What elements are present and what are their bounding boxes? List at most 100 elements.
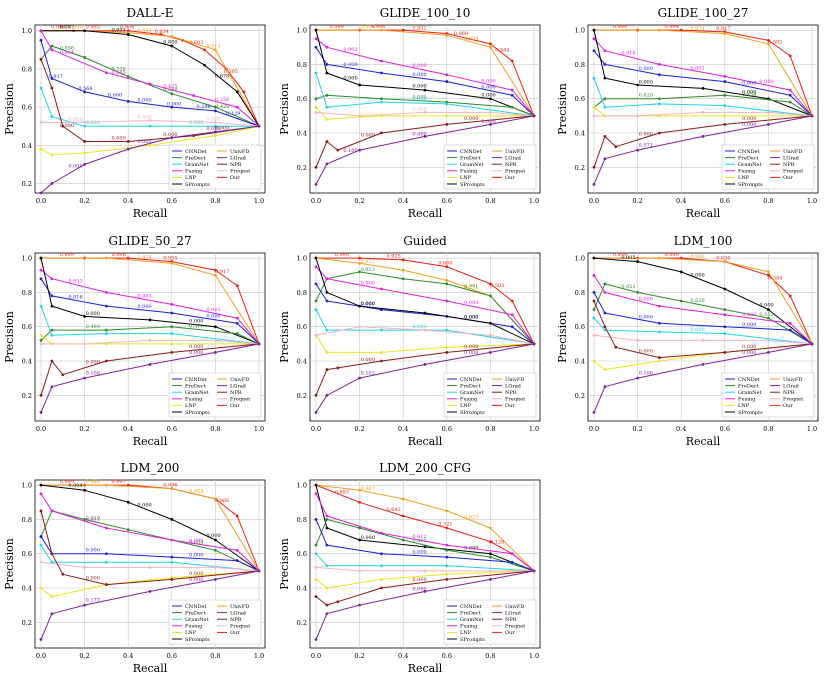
data-label: 0.993 bbox=[86, 25, 100, 31]
x-tick-label: 0.8 bbox=[210, 197, 220, 205]
data-point bbox=[603, 325, 607, 329]
data-point bbox=[325, 612, 329, 616]
data-point bbox=[658, 97, 661, 101]
series-line-fusing bbox=[593, 275, 813, 345]
data-label: 0.012 bbox=[412, 534, 426, 540]
data-label: 0.665 bbox=[111, 70, 125, 76]
data-label: 0.771 bbox=[464, 285, 478, 291]
data-label: 0.000 bbox=[639, 297, 653, 303]
data-point bbox=[105, 552, 108, 556]
y-tick-label: 0.4 bbox=[297, 358, 307, 366]
x-tick-label: 0.2 bbox=[79, 197, 89, 205]
x-tick-label: 0.8 bbox=[210, 425, 220, 433]
data-point bbox=[126, 147, 130, 151]
data-label: 0.000 bbox=[412, 84, 426, 90]
legend-label: Our bbox=[505, 630, 515, 636]
x-tick-label: 0.2 bbox=[632, 425, 642, 433]
y-tick-label: 0.2 bbox=[22, 619, 32, 627]
data-point bbox=[380, 359, 383, 363]
x-tick-label: 0.4 bbox=[676, 425, 686, 433]
data-label: 0.371 bbox=[189, 323, 203, 329]
data-point bbox=[126, 99, 130, 103]
data-point bbox=[445, 564, 449, 568]
x-tick-label: 1.0 bbox=[807, 425, 817, 433]
legend-label: CNNDet bbox=[460, 604, 482, 610]
data-label: 0.999 bbox=[68, 25, 82, 31]
data-label: 0.994 bbox=[664, 24, 678, 30]
data-point bbox=[445, 328, 449, 332]
data-point bbox=[636, 260, 639, 263]
data-point bbox=[325, 299, 329, 303]
x-tick-label: 0.2 bbox=[79, 652, 89, 660]
y-tick-label: 1.0 bbox=[575, 255, 585, 263]
data-label: 0.106 bbox=[639, 370, 653, 376]
legend-label: GramNet bbox=[460, 617, 483, 623]
data-point bbox=[61, 124, 65, 128]
data-point bbox=[380, 564, 383, 568]
chart-title: LDM_200_CFG bbox=[379, 461, 471, 475]
data-point bbox=[679, 299, 683, 303]
data-point bbox=[39, 120, 43, 124]
series-line-fredect bbox=[315, 94, 535, 117]
data-label: 0.071 bbox=[639, 142, 653, 148]
data-point bbox=[423, 88, 427, 92]
series-line-cnndet bbox=[315, 47, 535, 117]
data-point bbox=[39, 393, 43, 397]
data-point bbox=[358, 148, 361, 152]
data-point bbox=[767, 316, 770, 320]
y-tick-label: 0.2 bbox=[22, 392, 32, 400]
legend-label: FreDect bbox=[460, 383, 481, 389]
legend-label: GramNet bbox=[185, 617, 208, 623]
legend-label: Freqnet bbox=[783, 397, 803, 403]
data-label: 0.000 bbox=[361, 535, 375, 541]
data-point bbox=[83, 315, 86, 318]
data-label: 0.999 bbox=[613, 24, 627, 30]
data-point bbox=[603, 328, 607, 332]
data-point bbox=[39, 38, 43, 42]
data-point bbox=[235, 90, 239, 94]
legend-box bbox=[443, 599, 537, 645]
data-point bbox=[83, 342, 86, 346]
data-point bbox=[39, 483, 43, 487]
data-point bbox=[214, 48, 217, 52]
data-point bbox=[636, 291, 639, 294]
data-point bbox=[214, 578, 217, 581]
data-point bbox=[170, 332, 174, 335]
data-label: 0.000 bbox=[189, 552, 203, 558]
data-label: 0.856 bbox=[60, 45, 74, 51]
data-point bbox=[510, 299, 514, 303]
data-point bbox=[148, 363, 152, 366]
series-line-npr bbox=[315, 343, 535, 396]
data-point bbox=[235, 548, 239, 552]
data-label: 0.384 bbox=[768, 276, 782, 282]
legend-label: CNNDet bbox=[738, 377, 760, 383]
data-label: 0.927 bbox=[86, 518, 100, 524]
data-point bbox=[358, 376, 361, 380]
legend-box bbox=[443, 144, 537, 190]
data-point bbox=[325, 63, 329, 66]
data-point bbox=[39, 304, 43, 308]
data-point bbox=[170, 92, 174, 96]
data-label: 0.499 bbox=[86, 324, 100, 330]
x-tick-label: 0.0 bbox=[36, 425, 46, 433]
data-label: 0.588 bbox=[163, 87, 177, 93]
data-point bbox=[592, 291, 596, 294]
data-point bbox=[214, 497, 217, 501]
data-point bbox=[658, 131, 661, 135]
data-point bbox=[148, 124, 152, 128]
x-axis-label: Recall bbox=[686, 435, 721, 448]
legend-label: UnivFD bbox=[783, 149, 802, 155]
data-point bbox=[325, 393, 329, 397]
data-point bbox=[592, 114, 596, 118]
data-label: 0.986 bbox=[371, 24, 385, 30]
data-label: 0.866 bbox=[215, 498, 229, 504]
data-point bbox=[788, 294, 792, 298]
data-point bbox=[105, 526, 108, 530]
data-point bbox=[380, 100, 383, 104]
data-point bbox=[314, 282, 318, 286]
data-point bbox=[170, 518, 174, 521]
data-point bbox=[314, 308, 318, 311]
chart-panel: Guided 0.0 0.2 0.4 0.6 0.8 1.0 0.2 0.4 0.6 0.8 1.0 R… bbox=[278, 234, 541, 448]
data-label: 0.998 bbox=[335, 252, 349, 258]
data-label: 0.000 bbox=[639, 348, 653, 354]
